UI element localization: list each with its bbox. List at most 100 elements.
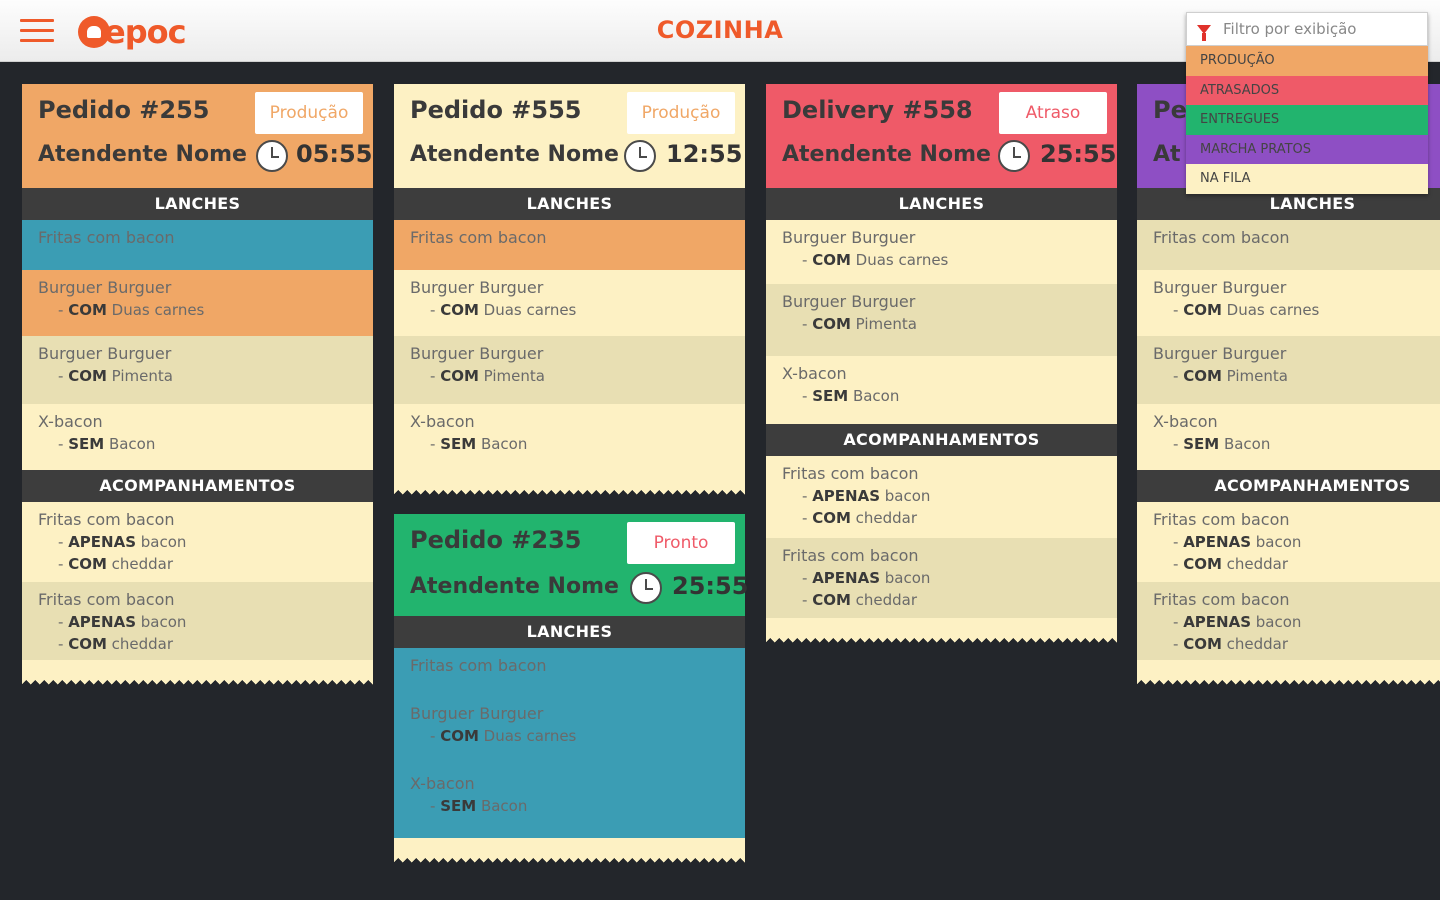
order-item[interactable]: Fritas com bacon bbox=[1137, 220, 1440, 270]
order-item[interactable]: Fritas com bacon - APENAS bacon - COM ched… bbox=[766, 456, 1117, 538]
section-header-lanches: LANCHES bbox=[22, 188, 373, 220]
item-name: Fritas com bacon bbox=[410, 228, 547, 247]
item-modifier: - COM Pimenta bbox=[1173, 367, 1288, 385]
item-modifier: - APENAS bacon bbox=[1173, 613, 1302, 631]
elapsed-time: 25:55 bbox=[672, 572, 749, 600]
order-item[interactable]: Fritas com bacon - APENAS bacon - COM ched… bbox=[22, 502, 373, 582]
order-title: Pedido #255 bbox=[38, 96, 210, 124]
card-footer bbox=[766, 618, 1117, 632]
logo: epoc bbox=[78, 10, 187, 54]
status-badge[interactable]: Pronto bbox=[627, 522, 735, 564]
order-title: Delivery #558 bbox=[782, 96, 973, 124]
filter-option[interactable]: ENTREGUES bbox=[1186, 105, 1428, 135]
item-modifier: - COM cheddar bbox=[58, 635, 174, 653]
order-item[interactable]: Burguer Burguer - COM Duas carnes bbox=[766, 220, 1117, 284]
order-item[interactable]: Burguer Burguer - COM Duas carnes bbox=[394, 696, 745, 766]
item-modifier: - COM cheddar bbox=[802, 509, 918, 527]
card-header: Pedido #235 Atendente Nome Pronto 25:55 bbox=[394, 514, 749, 616]
section-header-acompanhamentos: ACOMPANHAMENTOS bbox=[766, 424, 1117, 456]
item-modifier: - SEM Bacon bbox=[58, 435, 156, 453]
item-name: Burguer Burguer bbox=[410, 278, 544, 297]
item-name: Fritas com bacon bbox=[1153, 228, 1290, 247]
section-header-acompanhamentos: ACOMPANHAMENTOS bbox=[1137, 470, 1440, 502]
item-name: Fritas com bacon bbox=[1153, 510, 1290, 529]
item-name: Fritas com bacon bbox=[1153, 590, 1290, 609]
hamburger-menu-icon[interactable] bbox=[20, 19, 54, 43]
order-item[interactable]: Fritas com bacon bbox=[394, 220, 745, 270]
section-header-lanches: LANCHES bbox=[394, 616, 745, 648]
attendant-name: Atendente Nome bbox=[410, 142, 619, 167]
item-modifier: - COM cheddar bbox=[802, 591, 918, 609]
order-item[interactable]: Burguer Burguer - COM Pimenta bbox=[1137, 336, 1440, 404]
display-filter-dropdown[interactable]: Filtro por exibição PRODUÇÃO ATRASADOS ENT… bbox=[1186, 12, 1428, 194]
status-badge[interactable]: Produção bbox=[627, 92, 735, 134]
item-modifier: - COM Pimenta bbox=[58, 367, 173, 385]
item-name: Burguer Burguer bbox=[782, 292, 916, 311]
elapsed-time: 25:55 bbox=[1040, 140, 1117, 168]
order-item[interactable]: Fritas com bacon - APENAS bacon - COM ched… bbox=[766, 538, 1117, 618]
filter-option[interactable]: ATRASADOS bbox=[1186, 75, 1428, 105]
item-name: Burguer Burguer bbox=[410, 704, 544, 723]
filter-select[interactable]: Filtro por exibição bbox=[1186, 12, 1428, 46]
order-item[interactable]: Burguer Burguer - COM Duas carnes bbox=[394, 270, 745, 336]
order-card[interactable]: Delivery #558 Atendente Nome Atraso 25:55 LA… bbox=[766, 84, 1117, 644]
item-name: X-bacon bbox=[410, 774, 475, 793]
status-badge[interactable]: Produção bbox=[255, 92, 363, 134]
section-header-acompanhamentos: ACOMPANHAMENTOS bbox=[22, 470, 373, 502]
item-name: Fritas com bacon bbox=[782, 546, 919, 565]
status-badge[interactable]: Atraso bbox=[999, 92, 1107, 134]
order-item[interactable]: Fritas com bacon bbox=[22, 220, 373, 270]
attendant-name: At bbox=[1153, 142, 1181, 167]
order-item[interactable]: Burguer Burguer - COM Duas carnes bbox=[1137, 270, 1440, 336]
receipt-tear-edge bbox=[1137, 674, 1440, 686]
order-card[interactable]: Pedido #255 Atendente Nome Produção 05:55 LA… bbox=[22, 84, 373, 686]
logo-chef-icon bbox=[78, 16, 110, 48]
item-name: Fritas com bacon bbox=[38, 228, 175, 247]
order-card[interactable]: Pedido #555 Atendente Nome Produção 12:55 LA… bbox=[394, 84, 745, 496]
item-name: Burguer Burguer bbox=[1153, 278, 1287, 297]
order-item[interactable]: X-bacon - SEM Bacon bbox=[1137, 404, 1440, 470]
clock-icon bbox=[998, 140, 1030, 172]
order-item[interactable]: X-bacon - SEM Bacon bbox=[766, 356, 1117, 424]
receipt-tear-edge bbox=[394, 852, 745, 864]
item-modifier: - COM cheddar bbox=[1173, 635, 1289, 653]
order-item[interactable]: Burguer Burguer - COM Pimenta bbox=[766, 284, 1117, 356]
elapsed-time: 12:55 bbox=[666, 140, 743, 168]
order-item[interactable]: X-bacon - SEM Bacon bbox=[22, 404, 373, 470]
item-modifier: - COM Pimenta bbox=[802, 315, 917, 333]
order-title: Pedido #235 bbox=[410, 526, 582, 554]
order-item[interactable]: Fritas com bacon - APENAS bacon - COM ched… bbox=[1137, 582, 1440, 660]
item-modifier: - APENAS bacon bbox=[1173, 533, 1302, 551]
item-modifier: - APENAS bacon bbox=[802, 569, 931, 587]
attendant-name: Atendente Nome bbox=[782, 142, 991, 167]
item-modifier: - COM Duas carnes bbox=[430, 727, 577, 745]
attendant-name: Atendente Nome bbox=[410, 574, 619, 599]
filter-option[interactable]: NA FILA bbox=[1186, 164, 1428, 194]
order-item[interactable]: Fritas com bacon - APENAS bacon - COM ched… bbox=[1137, 502, 1440, 582]
clock-icon bbox=[630, 572, 662, 604]
item-modifier: - SEM Bacon bbox=[430, 435, 528, 453]
item-modifier: - COM Duas carnes bbox=[1173, 301, 1320, 319]
order-item[interactable]: Burguer Burguer - COM Pimenta bbox=[394, 336, 745, 404]
order-item[interactable]: X-bacon - SEM Bacon bbox=[394, 766, 745, 838]
item-modifier: - COM cheddar bbox=[58, 555, 174, 573]
order-item[interactable]: Burguer Burguer - COM Duas carnes bbox=[22, 270, 373, 336]
order-title: Pe bbox=[1153, 96, 1187, 124]
card-footer bbox=[394, 838, 745, 852]
item-name: X-bacon bbox=[38, 412, 103, 431]
order-item[interactable]: Fritas com bacon bbox=[394, 648, 745, 696]
order-item[interactable]: X-bacon - SEM Bacon bbox=[394, 404, 745, 470]
filter-option[interactable]: PRODUÇÃO bbox=[1186, 46, 1428, 76]
order-item[interactable]: Burguer Burguer - COM Pimenta bbox=[22, 336, 373, 404]
card-footer bbox=[1137, 660, 1440, 674]
filter-option[interactable]: MARCHA PRATOS bbox=[1186, 134, 1428, 164]
item-name: Burguer Burguer bbox=[782, 228, 916, 247]
order-card[interactable]: Pedido #235 Atendente Nome Pronto 25:55 LANC… bbox=[394, 514, 749, 864]
item-modifier: - SEM Bacon bbox=[802, 387, 900, 405]
item-name: X-bacon bbox=[1153, 412, 1218, 431]
item-name: Burguer Burguer bbox=[410, 344, 544, 363]
item-modifier: - SEM Bacon bbox=[1173, 435, 1271, 453]
order-item[interactable]: Fritas com bacon - APENAS bacon - COM ched… bbox=[22, 582, 373, 660]
item-modifier: - APENAS bacon bbox=[58, 533, 187, 551]
clock-icon bbox=[256, 140, 288, 172]
